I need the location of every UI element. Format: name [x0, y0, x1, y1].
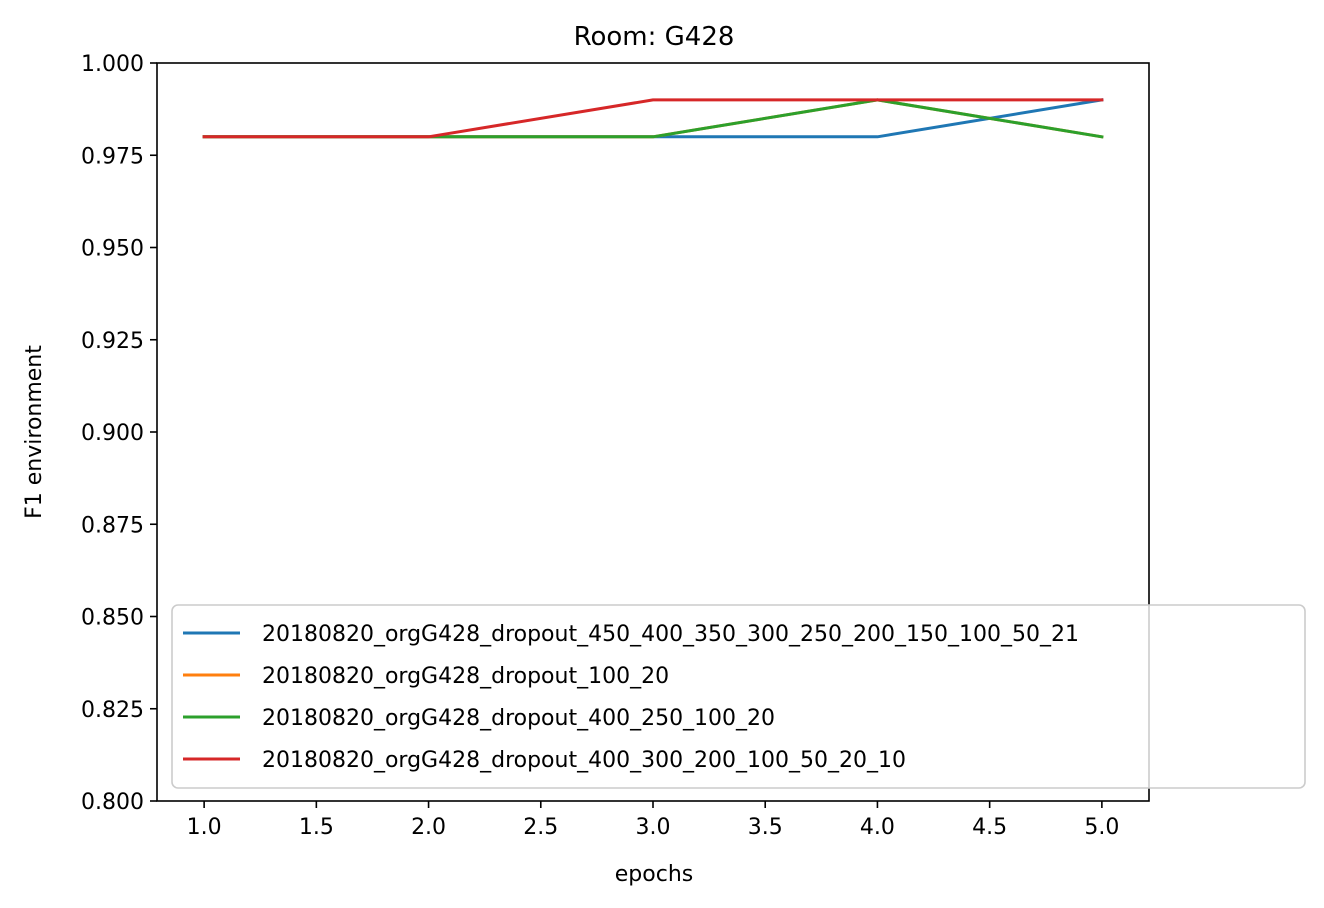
x-tick-label: 2.0	[411, 815, 446, 840]
series-line-4	[202, 98, 1104, 139]
legend: 20180820_orgG428_dropout_450_400_350_300…	[171, 604, 1306, 789]
x-tick-label: 2.5	[523, 815, 558, 840]
x-tick-label: 1.0	[187, 815, 222, 840]
legend-label-3: 20180820_orgG428_dropout_400_250_100_20	[262, 706, 775, 731]
legend-label-2: 20180820_orgG428_dropout_100_20	[262, 664, 669, 689]
legend-label-1: 20180820_orgG428_dropout_450_400_350_300…	[262, 622, 1079, 647]
y-axis-label: F1 environment	[22, 345, 47, 519]
legend-label-4: 20180820_orgG428_dropout_400_300_200_100…	[262, 748, 906, 773]
y-tick-label: 0.900	[81, 421, 144, 446]
x-axis-label: epochs	[615, 862, 693, 887]
y-tick-label: 0.850	[81, 606, 144, 631]
y-tick-label: 0.975	[81, 144, 144, 169]
x-tick-label: 3.5	[748, 815, 783, 840]
y-tick-label: 1.000	[81, 52, 144, 77]
x-tick-label: 1.5	[299, 815, 334, 840]
series-layer	[202, 98, 1104, 139]
x-tick-label: 4.0	[860, 815, 895, 840]
y-tick-label: 0.875	[81, 513, 144, 538]
legend-items: 20180820_orgG428_dropout_450_400_350_300…	[183, 622, 1079, 773]
x-axis-ticks: 1.0 1.5 2.0 2.5 3.0 3.5 4.0 4.5 5.0	[187, 801, 1119, 840]
y-tick-label: 0.800	[81, 790, 144, 815]
x-tick-label: 4.5	[972, 815, 1007, 840]
y-axis-ticks: 0.800 0.825 0.850 0.875 0.900 0.925 0.950 0.975…	[81, 52, 157, 815]
legend-frame	[171, 604, 1306, 789]
chart-title: Room: G428	[574, 22, 735, 52]
x-tick-label: 5.0	[1084, 815, 1119, 840]
y-tick-label: 0.825	[81, 698, 144, 723]
y-tick-label: 0.925	[81, 329, 144, 354]
y-tick-label: 0.950	[81, 237, 144, 262]
x-tick-label: 3.0	[636, 815, 671, 840]
